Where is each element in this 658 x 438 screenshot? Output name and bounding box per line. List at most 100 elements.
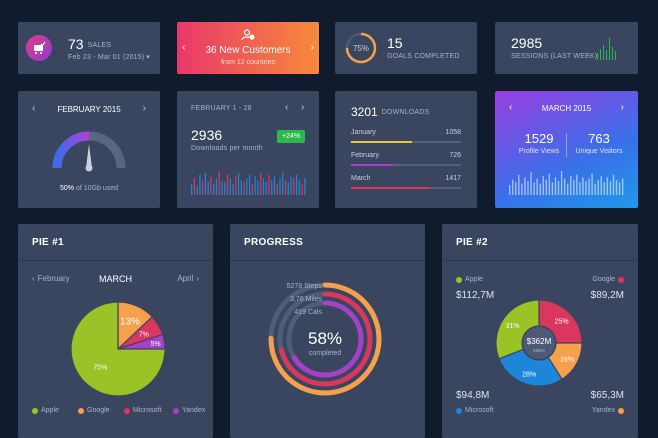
next-chevron-icon[interactable]: › [301, 102, 305, 113]
sessions-bar [609, 38, 610, 60]
prev-chevron-icon[interactable]: ‹ [182, 42, 186, 53]
next-chevron-icon[interactable]: › [196, 274, 199, 283]
caret-down-icon[interactable]: ▾ [146, 54, 151, 61]
downloads-bar [218, 171, 220, 195]
views-bar [554, 177, 557, 195]
pie2-microsoft: Microsoft [456, 407, 493, 414]
pie2-google-value: $89,2M [590, 290, 624, 301]
pie2-center [523, 327, 555, 359]
views-bar [579, 182, 581, 195]
pie1-legend-item: Apple [32, 407, 59, 414]
pie1-prev[interactable]: ‹ February [32, 274, 70, 283]
next-chevron-icon[interactable]: › [620, 102, 624, 113]
views-bar [591, 173, 593, 195]
pie1-prev-label[interactable]: February [37, 274, 70, 283]
cart-icon [34, 41, 46, 54]
legend-dot [78, 407, 84, 414]
downloads-bar [279, 178, 281, 195]
pie2-yandex-value: $65,3M [590, 390, 624, 401]
views-bar [609, 181, 612, 195]
views-bar [551, 182, 554, 195]
goals-ring-progress [345, 32, 377, 64]
storage-gauge [52, 131, 126, 172]
downloads-bar [271, 180, 273, 195]
download-item-fill [351, 164, 393, 166]
gauge-needle-icon [86, 144, 92, 168]
views-bar [576, 174, 578, 195]
downloads-label: DOWNLOADS [381, 108, 430, 116]
downloads-bar [257, 180, 259, 195]
prev-chevron-icon[interactable]: ‹ [509, 102, 513, 113]
views-bar [582, 177, 584, 195]
views-month: MARCH 2015 [541, 104, 592, 113]
views-bar [615, 179, 618, 195]
pie2-apple-label: Apple [465, 276, 483, 283]
progress-label: completed [309, 350, 341, 357]
sales-range[interactable]: Feb 23 - Mar 01 (2015) [68, 53, 145, 61]
progress-miles: 3,76 Miles [290, 296, 322, 303]
pie1-legend-label: Microsoft [133, 407, 162, 414]
downloads-month-count: 2936 [191, 127, 223, 143]
downloads-month-label: Downloads per month [191, 145, 263, 152]
download-item-value: 726 [449, 152, 461, 159]
pie2-slice[interactable] [495, 299, 540, 360]
downloads-bar [235, 176, 237, 195]
customers-card: ‹ › 36 New Customers from 12 countries [177, 22, 319, 74]
pie1-next[interactable]: April › [177, 274, 199, 283]
pie2-apple-value: $112,7M [456, 290, 495, 301]
downloads-bar [254, 176, 256, 195]
downloads-bar [232, 183, 234, 195]
next-chevron-icon[interactable]: › [142, 103, 146, 114]
downloads-bar [260, 172, 262, 195]
pie1-legend-item: Microsoft [124, 407, 161, 414]
views-bar [603, 182, 605, 195]
views-visitors-label: Unique Visitors [575, 148, 623, 155]
pie2-microsoft-value: $94,8M [456, 390, 490, 401]
pie2-slice-label: 25% [555, 318, 569, 325]
downloads-bar [287, 182, 289, 195]
pie2-slice[interactable] [538, 299, 583, 344]
views-bar [515, 182, 517, 195]
pie2-slice-label: 31% [505, 323, 519, 330]
downloads-bar [298, 180, 300, 195]
goals-label: GOALS COMPLETED [387, 53, 460, 60]
pie2-google-label: Google [592, 276, 615, 283]
prev-chevron-icon[interactable]: ‹ [32, 103, 36, 114]
downloads-bar [204, 172, 207, 195]
views-bar-chart [509, 171, 624, 195]
pie2-slice[interactable] [498, 348, 563, 387]
downloads-bar [249, 174, 251, 195]
downloads-bar-chart [191, 171, 306, 195]
next-chevron-icon[interactable]: › [310, 42, 314, 53]
pie1-next-label[interactable]: April [177, 274, 194, 283]
views-bar [509, 184, 511, 195]
pie2-slice-label: 16% [560, 356, 574, 363]
downloads-bar [295, 174, 298, 195]
views-bar [512, 179, 514, 195]
pie1-slice-label: 7% [139, 332, 149, 339]
storage-month: FEBRUARY 2015 [57, 105, 121, 114]
downloads-bar [226, 174, 229, 195]
views-bar [573, 179, 575, 195]
prev-chevron-icon[interactable]: ‹ [285, 102, 289, 113]
views-bar [600, 176, 602, 195]
views-card: ‹ MARCH 2015 › 1529 Profile Views 763 Un… [495, 91, 638, 208]
downloads-bar [301, 183, 303, 195]
views-bar [563, 178, 566, 195]
sessions-label: SESSIONS (LAST WEEK) [511, 53, 598, 60]
downloads-bar [293, 178, 295, 195]
views-bar [539, 183, 541, 195]
views-bar [567, 183, 569, 195]
pie1-legend-label: Apple [41, 407, 59, 414]
pie2-center-value: $362M [527, 337, 552, 346]
pie1-slice[interactable] [70, 301, 166, 397]
download-item-fill [351, 141, 412, 143]
downloads-bar [240, 180, 242, 195]
goals-ring: 75% [345, 32, 377, 64]
downloads-bar [202, 180, 204, 195]
download-item-track [351, 187, 461, 189]
downloads-bar [191, 183, 193, 195]
prev-chevron-icon[interactable]: ‹ [32, 274, 35, 283]
sessions-bar [612, 46, 613, 60]
goals-count: 15 [387, 35, 403, 51]
